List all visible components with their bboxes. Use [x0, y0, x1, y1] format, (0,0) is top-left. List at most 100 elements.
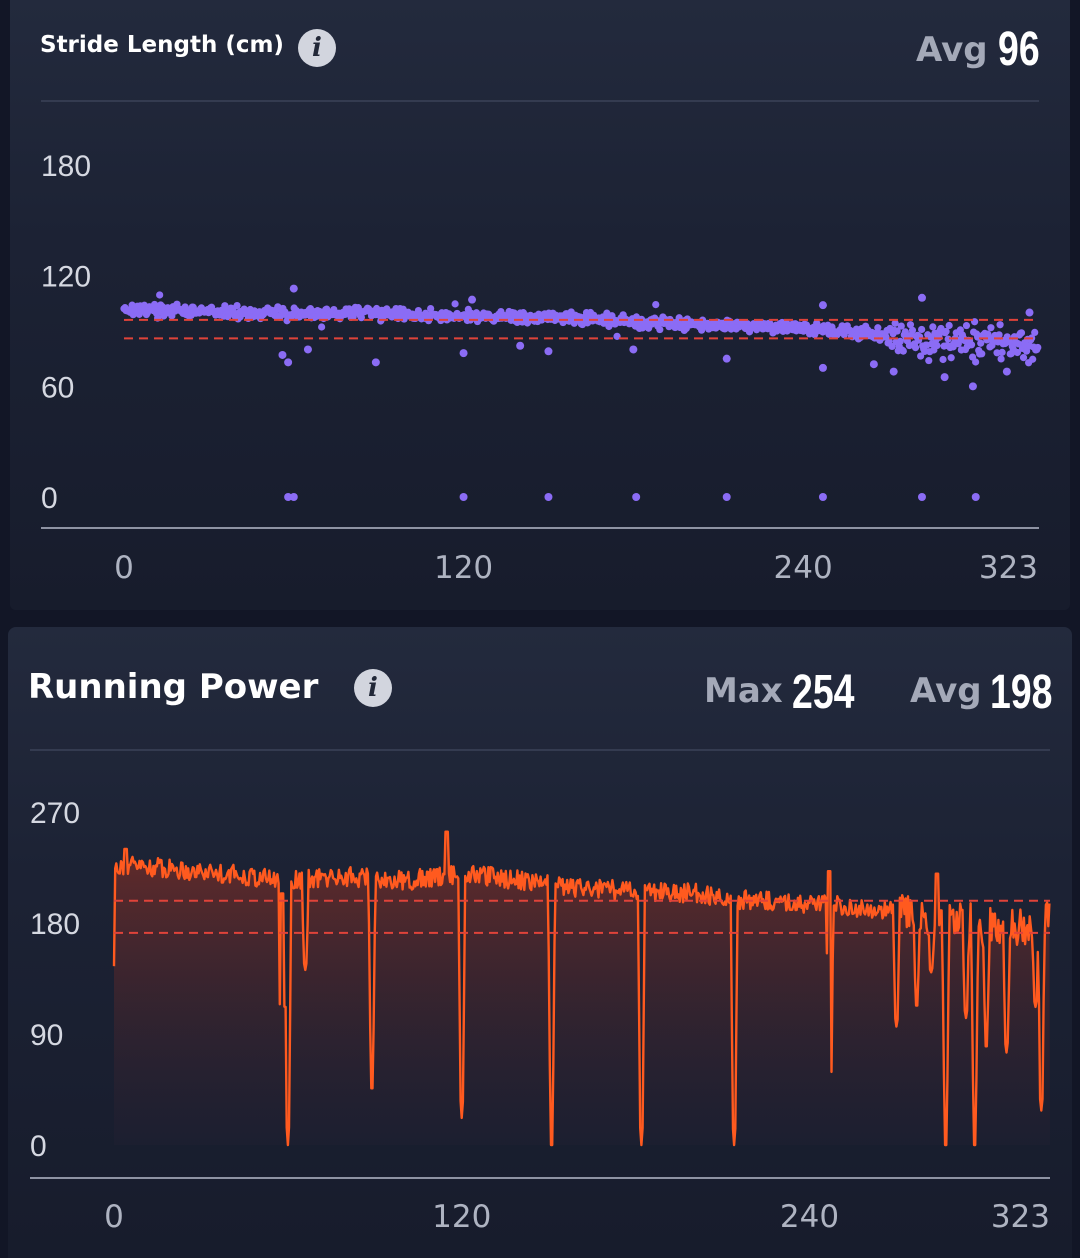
x-tick-label: 120	[432, 1199, 491, 1235]
stride-point	[427, 304, 435, 313]
stride-point	[929, 323, 937, 331]
stride-point	[318, 323, 326, 331]
stride-point	[997, 355, 1005, 363]
stride-point	[1022, 347, 1031, 355]
stride-outlier-point	[371, 358, 380, 367]
stride-point	[891, 319, 899, 327]
stride-point	[962, 321, 971, 330]
x-tick-label: 120	[434, 550, 493, 586]
stride-outlier-point	[516, 341, 525, 350]
stride-point	[998, 348, 1006, 356]
stride-point	[944, 335, 952, 343]
stride-outlier-point	[278, 350, 287, 359]
stride-point	[906, 321, 915, 329]
stride-outlier-point	[818, 363, 827, 372]
stride-point	[977, 339, 985, 347]
y-tick-label: 90	[30, 1019, 63, 1052]
power-header-divider	[30, 749, 1050, 751]
stride-outlier-point	[968, 382, 977, 391]
stride-outlier-point	[818, 301, 827, 310]
stride-outlier-point	[1002, 367, 1011, 376]
stride-point	[933, 341, 941, 350]
x-tick-label: 0	[114, 550, 134, 586]
stride-point	[656, 325, 664, 334]
stride-point	[947, 354, 955, 362]
x-tick-label: 240	[780, 1199, 839, 1235]
stride-point	[978, 350, 986, 358]
stride-point	[995, 331, 1003, 339]
stride-outlier-point	[971, 493, 980, 501]
power-series-line	[112, 830, 1051, 1147]
stride-outlier-point	[889, 367, 898, 376]
y-tick-label: 120	[41, 261, 91, 294]
stride-point	[1019, 354, 1028, 362]
stride-point	[893, 327, 901, 335]
stride-outlier-point	[722, 493, 731, 501]
stride-outlier-point	[629, 345, 638, 354]
stride-point	[996, 321, 1004, 329]
stride-point	[917, 352, 925, 360]
stride-outlier-point	[917, 493, 926, 501]
running-power-card: Running Power i Max 254 Avg 198 0 90 180 27…	[8, 627, 1072, 1258]
stride-point	[939, 355, 947, 364]
stride-outlier-point	[289, 493, 298, 501]
x-tick-label: 0	[104, 1199, 124, 1235]
stride-point	[911, 344, 920, 352]
x-tick-label: 323	[979, 550, 1038, 586]
stride-outlier-point	[284, 358, 293, 367]
stride-outlier-point	[544, 493, 553, 501]
stride-point	[888, 342, 896, 351]
stride-point	[1017, 329, 1026, 337]
stride-point	[451, 300, 459, 308]
stride-points	[120, 284, 1042, 501]
x-tick-label: 240	[774, 550, 833, 586]
stride-outlier-point	[459, 349, 468, 358]
stride-length-card: Stride Length (cm) i Avg 96 0 60 120 180 0 12…	[10, 0, 1070, 610]
stride-length-chart: 0 60 120 180 0 120 240 323	[41, 150, 1042, 586]
running-power-title: Running Power	[28, 667, 319, 707]
power-max-value: 254	[792, 666, 855, 719]
stride-point	[908, 326, 917, 334]
info-icon[interactable]: i	[298, 29, 336, 67]
stride-point	[156, 291, 164, 299]
stride-outlier-point	[284, 493, 293, 501]
stride-point	[613, 332, 621, 340]
stride-point	[918, 325, 926, 334]
stride-outlier-point	[289, 284, 298, 293]
power-avg-value: 198	[990, 666, 1053, 719]
stride-point	[1029, 355, 1037, 363]
stride-outlier-point	[940, 373, 949, 382]
stride-point	[925, 356, 933, 365]
y-tick-label: 0	[30, 1130, 47, 1163]
stride-point	[921, 347, 929, 356]
stride-avg-value: 96	[998, 23, 1040, 76]
stride-point	[1034, 343, 1042, 352]
stride-outlier-point	[632, 493, 641, 501]
stride-point	[652, 300, 660, 309]
y-tick-label: 60	[41, 371, 74, 404]
stride-point	[896, 337, 904, 345]
stride-length-title: Stride Length (cm)	[40, 32, 284, 58]
stride-point	[1031, 328, 1039, 337]
stride-point	[972, 358, 980, 366]
running-power-chart: 0 90 180 270 0 120 240 323	[30, 797, 1051, 1235]
stride-outlier-point	[1025, 308, 1034, 317]
stride-outlier-point	[544, 347, 553, 356]
stride-header-divider	[41, 100, 1039, 102]
stride-outlier-point	[869, 360, 878, 369]
y-tick-label: 270	[30, 797, 80, 830]
y-tick-label: 180	[41, 150, 91, 183]
stride-avg-label: Avg	[916, 30, 988, 70]
stride-point	[945, 321, 953, 330]
stride-outlier-point	[818, 493, 827, 501]
y-tick-label: 180	[30, 908, 80, 941]
stride-outlier-point	[303, 345, 312, 354]
y-tick-label: 0	[41, 482, 58, 515]
power-max-label: Max	[704, 671, 783, 711]
info-icon[interactable]: i	[354, 669, 392, 707]
stride-outlier-point	[917, 293, 926, 302]
stride-point	[942, 327, 950, 336]
stride-point	[1013, 348, 1021, 357]
power-avg-label: Avg	[910, 671, 982, 711]
stride-point	[987, 324, 995, 332]
